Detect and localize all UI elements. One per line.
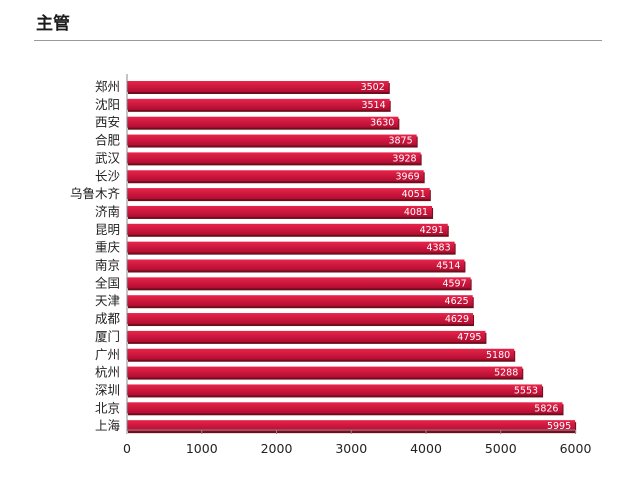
category-label: 昆明 (95, 222, 120, 237)
x-tick-label: 6000 (560, 441, 592, 456)
bar (127, 170, 424, 182)
value-label: 3875 (388, 136, 412, 147)
bar (127, 223, 448, 235)
bar (127, 241, 455, 253)
x-tick-label: 2000 (261, 441, 293, 456)
category-label: 郑州 (95, 79, 120, 94)
x-tick-label: 0 (123, 441, 131, 456)
value-label: 4081 (404, 207, 428, 218)
value-label: 5995 (547, 421, 571, 432)
bar (127, 384, 543, 396)
page-title: 主管 (36, 14, 70, 34)
value-label: 4383 (426, 243, 450, 254)
category-label: 天津 (95, 293, 120, 308)
value-label: 3630 (370, 118, 394, 129)
category-label: 北京 (95, 400, 120, 415)
category-label: 重庆 (95, 240, 121, 255)
category-label: 西安 (95, 115, 120, 130)
title-divider (34, 40, 602, 41)
value-label: 5180 (486, 350, 510, 361)
bar (127, 134, 417, 146)
bar (127, 205, 433, 217)
category-label: 深圳 (95, 382, 120, 397)
category-label: 杭州 (95, 365, 120, 380)
value-label: 4597 (442, 278, 466, 289)
value-label: 3969 (395, 171, 419, 182)
x-tick-label: 5000 (485, 441, 517, 456)
bars-layer: 3502 3514 3630 3875 3928 3969 4051 4081 4291 4383… (127, 81, 577, 434)
bar (127, 313, 474, 325)
category-label: 南京 (95, 258, 120, 273)
bar (127, 188, 430, 200)
bar (127, 366, 523, 378)
value-label: 4514 (436, 261, 460, 272)
category-label: 成都 (95, 311, 121, 326)
bar (127, 277, 471, 289)
x-tick-label: 1000 (186, 441, 218, 456)
bar (127, 152, 421, 164)
category-label: 广州 (95, 347, 120, 362)
x-tick-label: 3000 (335, 441, 367, 456)
bar (127, 420, 576, 432)
category-label: 上海 (95, 418, 121, 433)
category-label: 武汉 (95, 150, 121, 165)
bar (127, 81, 389, 92)
value-label: 3928 (392, 153, 416, 164)
value-label: 3502 (361, 82, 385, 93)
value-label: 4291 (420, 225, 444, 236)
x-tick-label: 4000 (410, 441, 442, 456)
value-label: 4625 (445, 296, 469, 307)
category-label: 济南 (95, 204, 120, 219)
value-label: 5826 (534, 403, 558, 414)
bar (127, 295, 473, 307)
bar (127, 330, 486, 342)
category-label: 乌鲁木齐 (70, 186, 121, 201)
value-label: 5553 (514, 385, 538, 396)
category-label: 全国 (95, 275, 120, 290)
bar (127, 98, 390, 110)
value-label: 4795 (457, 332, 481, 343)
bar (127, 348, 515, 360)
bar (127, 116, 399, 128)
x-axis: 0 1000 2000 3000 4000 5000 6000 (123, 74, 591, 456)
value-label: 4051 (402, 189, 426, 200)
category-label: 长沙 (95, 168, 121, 183)
category-labels: 郑州沈阳西安合肥武汉长沙乌鲁木齐济南昆明重庆南京全国天津成都厦门广州杭州深圳北京… (70, 79, 121, 433)
category-label: 沈阳 (95, 97, 120, 112)
category-label: 厦门 (95, 329, 120, 344)
value-label: 5288 (494, 368, 518, 379)
category-label: 合肥 (95, 133, 121, 148)
bar (127, 402, 563, 414)
bar (127, 259, 465, 271)
value-label: 3514 (361, 100, 385, 111)
value-label: 4629 (445, 314, 469, 325)
